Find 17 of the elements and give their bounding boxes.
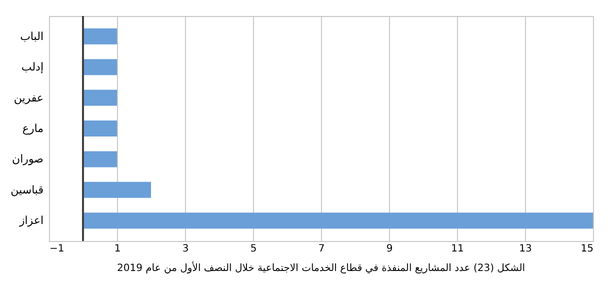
x-tick-label: 7 <box>318 244 325 254</box>
y-tick-label: عفرين <box>14 91 44 104</box>
y-tick-label: قباسين <box>10 183 44 196</box>
x-tick-label: 11 <box>451 244 464 254</box>
x-tick-label: 15 <box>580 244 594 254</box>
x-tick-label: 5 <box>250 244 257 254</box>
x-tick-label: 3 <box>182 244 189 254</box>
text: الشكل (23) عدد المشاريع المنفذة في قطاع الخدمات الاجتماعية خلال النصف الأول من عام 2019 <box>116 261 526 274</box>
x-tick-label: 13 <box>519 244 532 254</box>
x-tick-label: 1 <box>114 244 121 254</box>
x-tick-label: 9 <box>386 244 393 254</box>
y-tick-label: الباب <box>20 30 44 43</box>
y-tick-label: مارع <box>22 122 44 135</box>
x-tick-label: −1 <box>50 244 64 254</box>
y-tick-label: صوران <box>12 152 44 166</box>
y-tick-label: اعزاز <box>18 214 44 228</box>
y-tick-label: إدلب <box>21 60 44 74</box>
